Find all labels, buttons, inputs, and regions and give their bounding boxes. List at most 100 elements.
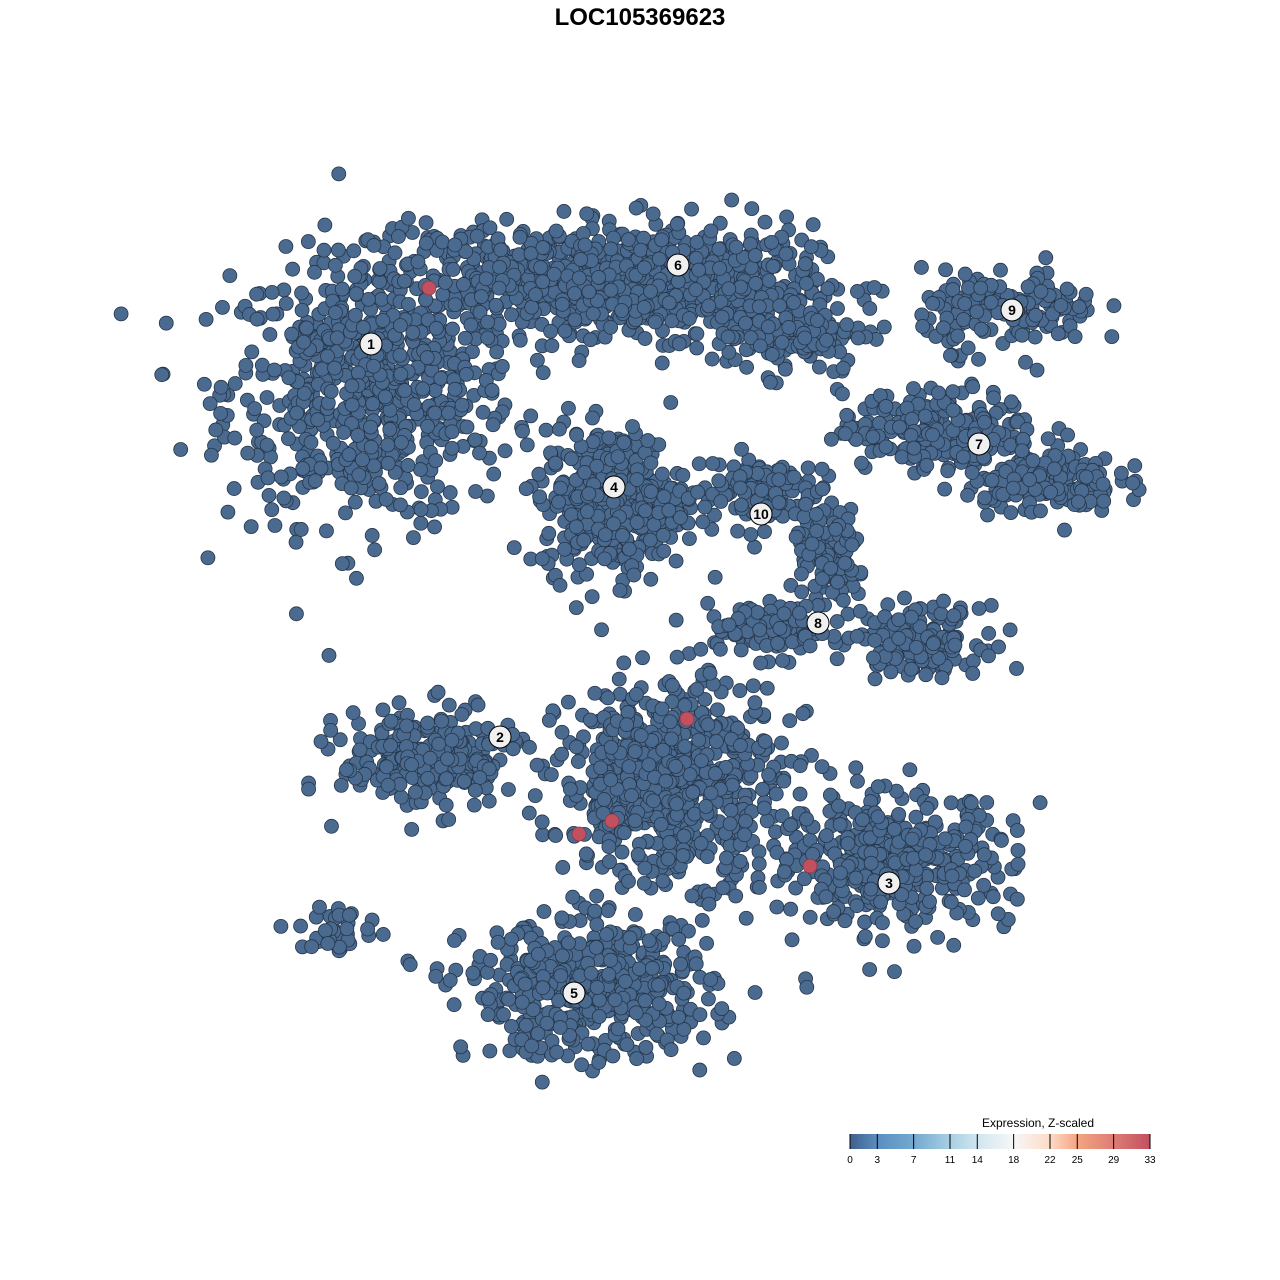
cell-point — [986, 390, 1001, 406]
cell-point — [957, 266, 973, 282]
cell-point — [486, 466, 502, 482]
cell-point — [375, 313, 391, 328]
cell-point — [264, 502, 280, 518]
cell-point — [688, 282, 704, 298]
cell-point — [1067, 329, 1083, 345]
cell-point — [538, 422, 554, 438]
cell-point — [645, 206, 661, 222]
cell-point — [536, 904, 552, 919]
cell-point — [1057, 522, 1072, 538]
cell-point — [1018, 354, 1033, 370]
cell-point — [379, 759, 395, 775]
cell-point — [567, 312, 583, 328]
cell-point — [569, 739, 584, 755]
cell-point — [393, 497, 408, 513]
cell-point — [814, 759, 830, 775]
cell-point — [215, 299, 230, 315]
cell-point — [554, 724, 570, 740]
cell-point — [338, 505, 353, 521]
cell-point — [473, 289, 489, 305]
cell-point — [568, 600, 584, 616]
cell-point — [323, 722, 339, 738]
cell-point — [930, 930, 946, 945]
cell-point — [931, 385, 946, 401]
cell-point — [339, 762, 354, 778]
cell-point — [775, 653, 791, 668]
cell-point — [616, 435, 632, 450]
cell-point — [723, 803, 739, 818]
cell-point — [249, 422, 265, 438]
cell-point — [589, 980, 605, 995]
cell-point — [406, 397, 422, 412]
cell-point — [629, 686, 644, 702]
cell-point — [260, 470, 276, 486]
cell-point — [548, 223, 564, 239]
cell-point — [675, 848, 691, 863]
cell-point — [555, 948, 570, 964]
cell-point — [523, 408, 539, 424]
cell-point — [799, 979, 815, 995]
cell-point — [442, 485, 458, 500]
cell-point — [891, 806, 907, 822]
cell-point — [200, 550, 216, 566]
cell-point — [267, 518, 283, 533]
cell-point — [693, 753, 709, 769]
cell-point — [661, 502, 677, 518]
cell-point — [784, 932, 800, 948]
cell-point — [733, 497, 749, 513]
cell-point — [603, 739, 619, 755]
cell-point — [204, 447, 219, 463]
cell-point — [660, 851, 676, 867]
cell-point — [600, 690, 616, 706]
cell-point — [883, 664, 899, 680]
cell-point — [1038, 250, 1054, 266]
cell-point — [621, 873, 636, 889]
cell-point — [596, 792, 612, 807]
cell-point — [480, 965, 495, 980]
cell-point — [818, 889, 834, 905]
cell-point — [463, 317, 479, 333]
cell-point — [614, 844, 630, 860]
cell-point — [826, 904, 842, 919]
cell-point — [504, 1019, 519, 1034]
cell-point — [1028, 307, 1044, 323]
cell-point — [892, 419, 907, 435]
cell-point — [909, 639, 924, 655]
cell-point — [886, 821, 902, 837]
cell-point — [1025, 453, 1041, 468]
cell-point — [814, 481, 830, 497]
cell-point — [752, 338, 768, 354]
cell-point — [765, 258, 781, 274]
cell-point — [434, 713, 450, 729]
cell-point — [850, 773, 865, 789]
cell-point — [792, 605, 807, 621]
cell-point — [350, 365, 366, 381]
cell-point — [418, 235, 434, 251]
cell-point — [427, 519, 442, 535]
cell-point — [442, 972, 458, 988]
cell-point — [654, 355, 670, 371]
cell-point — [797, 256, 813, 272]
cell-point — [512, 332, 528, 348]
cell-point — [363, 439, 379, 455]
cell-point — [819, 828, 834, 844]
cell-point — [837, 555, 853, 571]
cell-point — [719, 850, 734, 866]
cell-point — [601, 430, 617, 446]
cell-point — [366, 238, 382, 253]
cell-point — [651, 996, 667, 1012]
cell-point — [880, 597, 896, 613]
cell-point — [399, 718, 415, 734]
cell-point — [366, 358, 381, 374]
cell-point — [654, 232, 670, 248]
cell-point — [428, 968, 444, 984]
cell-point — [413, 484, 429, 500]
cell-point — [154, 367, 170, 383]
cell-point — [849, 898, 865, 914]
cell-point — [348, 286, 364, 302]
cell-point — [433, 370, 449, 386]
cell-point — [1125, 475, 1141, 491]
cell-point — [707, 569, 723, 585]
cell-point — [428, 453, 444, 469]
